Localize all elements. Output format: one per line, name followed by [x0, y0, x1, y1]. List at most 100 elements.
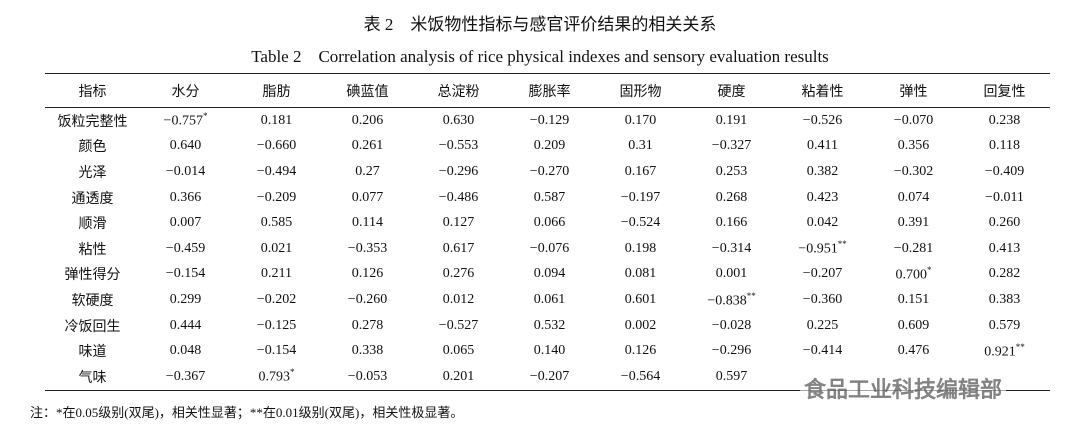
cell: 0.077: [351, 189, 384, 205]
cell: 0.042: [806, 215, 839, 231]
cell: 0.476: [897, 343, 930, 359]
cell: 0.166: [715, 215, 748, 231]
cell: 0.225: [806, 317, 839, 333]
cell: 0.260: [988, 215, 1021, 231]
cell: 0.413: [988, 240, 1021, 256]
column-header: 指标: [45, 73, 140, 108]
cell: 0.276: [442, 266, 475, 282]
cell-value: 0.921: [984, 344, 1016, 360]
cell: −0.154: [256, 343, 297, 359]
cell: 0.383: [988, 291, 1021, 307]
cell: 0.356: [897, 138, 930, 154]
cell: 0.391: [897, 215, 930, 231]
cell: −0.260: [347, 291, 388, 307]
cell: 0.114: [352, 215, 383, 231]
column-header: 固形物: [595, 73, 686, 108]
cell: 0.700*: [868, 262, 959, 288]
cell: 0.002: [624, 317, 657, 333]
cell: 0.579: [988, 317, 1021, 333]
row-label: 味道: [78, 345, 107, 361]
cell: 0.587: [533, 189, 566, 205]
footnote: 注：*在0.05级别(双尾)，相关性显著；**在0.01级别(双尾)，相关性极显…: [30, 405, 464, 420]
title-cn: 表 2 米饭物性指标与感官评价结果的相关关系: [363, 15, 717, 34]
cell: 0.170: [624, 112, 657, 128]
cell: 0.066: [533, 215, 566, 231]
column-header: 膨胀率: [504, 73, 595, 108]
cell: 0.299: [169, 291, 202, 307]
cell-value: −0.757: [163, 114, 203, 130]
cell: −0.367: [140, 363, 231, 391]
cell: 0.268: [715, 189, 748, 205]
cell: −0.207: [504, 363, 595, 391]
cell: −0.524: [620, 215, 661, 231]
cell: −0.028: [711, 317, 752, 333]
cell: 0.31: [628, 138, 653, 154]
table-row: 通透度 0.366 −0.209 0.077 −0.486 0.587 −0.197 0.26…: [45, 185, 1050, 211]
column-header: 脂肪: [231, 73, 322, 108]
cell: 0.282: [988, 266, 1021, 282]
cell: 0.921**: [959, 338, 1050, 364]
cell: −0.527: [438, 317, 479, 333]
header-row: 指标 水分 脂肪 碘蓝值 总淀粉 膨胀率 固形物 硬度 粘着性 弹性 回复性: [45, 73, 1050, 108]
cell: 0.640: [169, 138, 202, 154]
cell: −0.327: [711, 138, 752, 154]
cell: −0.070: [893, 112, 934, 128]
cell: −0.414: [802, 343, 843, 359]
cell: −0.494: [256, 163, 297, 179]
column-header: 硬度: [686, 73, 777, 108]
row-label: 饭粒完整性: [57, 114, 128, 130]
column-header: 总淀粉: [413, 73, 504, 108]
cell: −0.014: [165, 163, 206, 179]
cell: 0.151: [897, 291, 930, 307]
cell: 0.048: [169, 343, 202, 359]
cell: 0.081: [624, 266, 657, 282]
cell: 0.191: [715, 112, 748, 128]
significance-mark: **: [1015, 341, 1025, 352]
cell: 0.601: [624, 291, 657, 307]
cell: 0.001: [715, 266, 748, 282]
cell: 0.012: [442, 291, 475, 307]
cell: 0.167: [624, 163, 657, 179]
cell: 0.261: [351, 138, 384, 154]
cell: 0.094: [533, 266, 566, 282]
row-label: 顺滑: [78, 217, 107, 233]
table-row: 粘性 −0.459 0.021 −0.353 0.617 −0.076 0.198 −0.31…: [45, 236, 1050, 262]
cell-value: −0.951: [798, 242, 838, 258]
column-header: 碘蓝值: [322, 73, 413, 108]
table-row: 弹性得分 −0.154 0.211 0.126 0.276 0.094 0.081 0.001…: [45, 262, 1050, 288]
significance-mark: *: [202, 111, 208, 122]
cell: −0.011: [985, 189, 1024, 205]
cell: −0.353: [347, 240, 388, 256]
cell: −0.564: [595, 363, 686, 391]
cell: −0.459: [165, 240, 206, 256]
row-label: 软硬度: [71, 293, 114, 309]
cell: 0.211: [261, 266, 292, 282]
cell: 0.278: [351, 317, 384, 333]
watermark: 食品工业科技编辑部: [800, 372, 1007, 404]
cell-value: −0.838: [707, 293, 747, 309]
table-row: 饭粒完整性 −0.757* 0.181 0.206 0.630 −0.129 0.170 0.…: [45, 108, 1050, 134]
cell: −0.757*: [140, 108, 231, 134]
significance-mark: *: [927, 265, 932, 276]
cell: 0.585: [260, 215, 293, 231]
cell: −0.314: [711, 240, 752, 256]
cell: 0.065: [442, 343, 475, 359]
cell: −0.660: [256, 138, 297, 154]
row-label: 光泽: [78, 165, 107, 181]
significance-mark: *: [290, 367, 295, 378]
column-header: 水分: [140, 73, 231, 108]
correlation-table: 指标 水分 脂肪 碘蓝值 总淀粉 膨胀率 固形物 硬度 粘着性 弹性 回复性 饭粒完整性 −0.757…: [45, 73, 1050, 391]
title-en: Table 2 Correlation analysis of rice phy…: [251, 47, 829, 66]
row-label: 通透度: [71, 191, 114, 207]
table-body: 饭粒完整性 −0.757* 0.181 0.206 0.630 −0.129 0.170 0.…: [45, 108, 1050, 391]
cell: −0.951**: [777, 236, 868, 262]
cell: 0.126: [351, 266, 384, 282]
cell: −0.076: [529, 240, 570, 256]
cell: −0.202: [256, 291, 297, 307]
cell: −0.125: [256, 317, 297, 333]
cell: 0.411: [807, 138, 838, 154]
cell: 0.382: [806, 163, 839, 179]
cell: 0.127: [442, 215, 475, 231]
cell: −0.296: [438, 163, 479, 179]
row-label: 弹性得分: [64, 268, 121, 284]
